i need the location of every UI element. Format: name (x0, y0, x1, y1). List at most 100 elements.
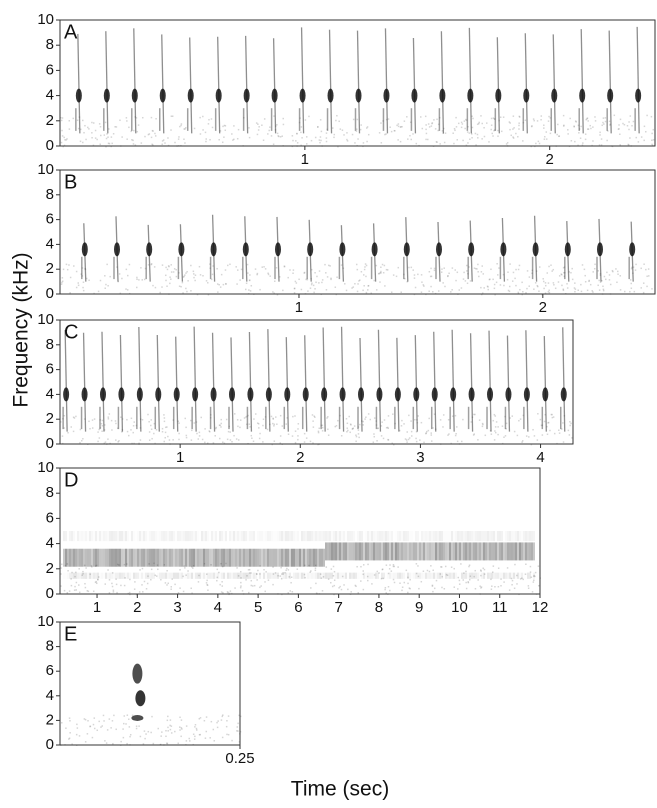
syllable (285, 337, 289, 432)
noise (420, 580, 423, 583)
noise (648, 275, 650, 277)
noise (651, 132, 653, 135)
noise (310, 587, 312, 589)
noise (499, 284, 502, 286)
noise (198, 574, 200, 577)
noise (608, 279, 611, 281)
noise (432, 427, 434, 429)
noise (204, 131, 207, 134)
noise (426, 569, 429, 572)
noise (95, 580, 97, 583)
syllable (159, 88, 166, 103)
noise (171, 578, 173, 580)
noise (169, 719, 172, 721)
noise (464, 280, 467, 282)
noise (652, 128, 655, 131)
noise (344, 283, 346, 285)
noise (214, 435, 216, 437)
y-tick-label: 8 (46, 336, 54, 353)
noise (174, 730, 176, 733)
noise (338, 587, 340, 589)
noise (469, 575, 472, 577)
noise (453, 142, 455, 145)
noise (358, 280, 360, 282)
noise (447, 275, 449, 277)
noise (244, 288, 247, 291)
noise (549, 132, 552, 135)
noise (518, 124, 520, 127)
noise (168, 265, 170, 268)
noise (403, 581, 406, 584)
noise (67, 431, 69, 434)
noise (301, 137, 303, 139)
noise (551, 416, 554, 419)
noise (410, 435, 413, 437)
noise (382, 271, 385, 274)
noise (191, 592, 193, 594)
noise (101, 419, 104, 422)
noise (489, 278, 491, 281)
noise (119, 119, 121, 122)
noise (280, 566, 282, 569)
noise (392, 274, 395, 276)
noise (454, 434, 457, 437)
noise (514, 563, 516, 566)
noise (423, 285, 425, 287)
x-tick-label: 4 (536, 449, 544, 466)
noise (336, 114, 338, 117)
noise (75, 733, 78, 736)
noise (152, 742, 155, 745)
noise (179, 716, 181, 719)
noise (400, 291, 402, 293)
noise (549, 429, 551, 432)
noise (180, 719, 183, 721)
noise (236, 730, 238, 732)
noise (367, 413, 370, 415)
noise (273, 115, 275, 117)
noise (430, 432, 432, 434)
noise (227, 264, 229, 267)
noise (467, 142, 469, 144)
noise (512, 115, 515, 117)
noise (259, 573, 261, 575)
noise (185, 272, 187, 274)
noise (262, 139, 265, 142)
noise (207, 282, 209, 284)
noise (61, 563, 63, 566)
noise (554, 287, 557, 290)
noise (135, 593, 138, 596)
noise (561, 284, 563, 287)
noise (62, 268, 65, 271)
noise (577, 124, 580, 127)
noise (108, 592, 111, 594)
noise (453, 567, 455, 570)
noise (365, 264, 368, 267)
noise (250, 572, 252, 574)
noise (486, 122, 488, 124)
noise (294, 441, 297, 444)
noise (355, 263, 358, 266)
noise (285, 423, 288, 425)
noise (217, 720, 219, 722)
noise (297, 438, 299, 441)
noise (480, 574, 482, 577)
noise (401, 586, 404, 588)
syllable (118, 387, 125, 402)
noise (567, 133, 569, 135)
noise (380, 122, 382, 124)
noise (236, 567, 238, 569)
noise (259, 586, 261, 589)
noise (562, 114, 565, 117)
noise (574, 288, 577, 290)
y-tick-label: 4 (46, 235, 54, 252)
noise (503, 436, 505, 438)
noise (103, 442, 106, 445)
noise (334, 286, 337, 288)
noise (457, 122, 460, 125)
noise (273, 440, 276, 442)
noise (431, 122, 433, 125)
noise (72, 416, 75, 419)
noise (651, 288, 653, 290)
noise (601, 279, 603, 282)
noise (184, 567, 186, 569)
